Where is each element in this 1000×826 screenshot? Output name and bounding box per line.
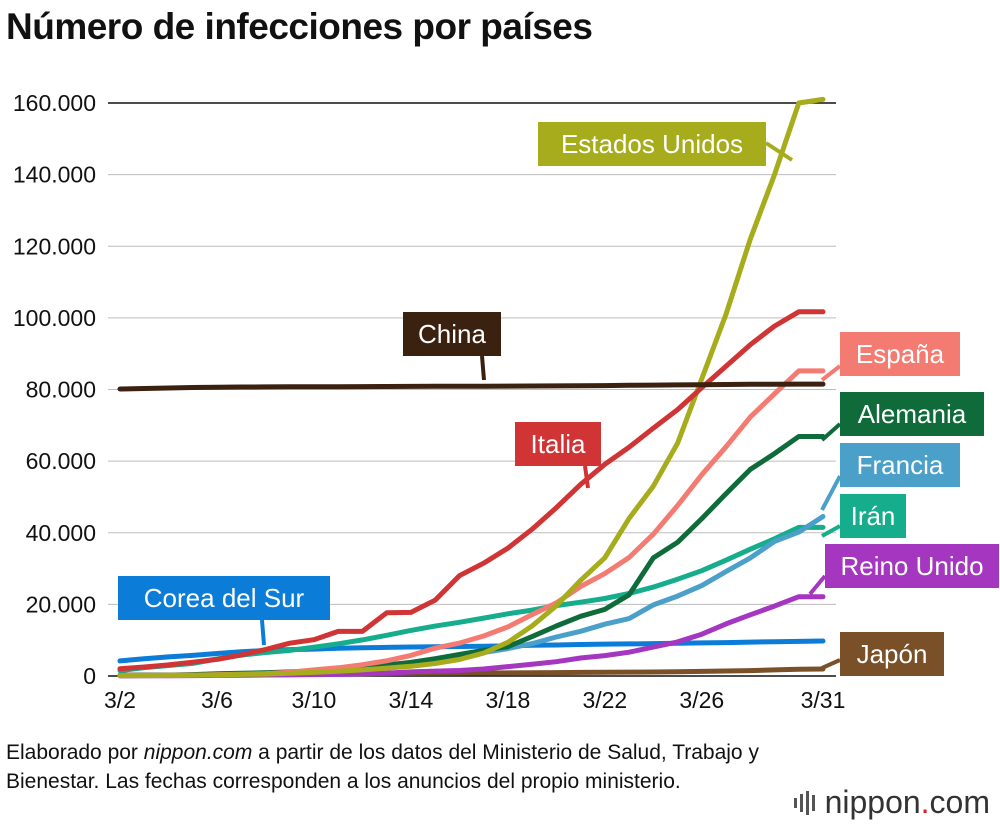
- y-tick-label: 120.000: [13, 233, 96, 259]
- label-box: [825, 544, 999, 588]
- x-tick-label: 3/6: [201, 687, 233, 713]
- label-text: Italia: [531, 429, 586, 459]
- x-tick-label: 3/14: [389, 687, 434, 713]
- label-box: [515, 422, 601, 466]
- nippon-logo[interactable]: nippon.com: [793, 784, 990, 821]
- label-box: [538, 122, 766, 166]
- series-label-italia: Italia: [515, 422, 601, 489]
- footnote-source-link[interactable]: nippon.com: [143, 741, 253, 764]
- x-tick-label: 3/18: [485, 687, 530, 713]
- x-tick-label: 3/22: [582, 687, 627, 713]
- label-box: [840, 443, 960, 487]
- footnote-suffix: a partir de los datos del Ministerio de …: [6, 741, 759, 793]
- series-label-estados-unidos: Estados Unidos: [538, 122, 794, 166]
- label-box: [840, 392, 984, 436]
- x-axis-ticks: 3/2 3/6 3/10 3/14 3/18 3/22 3/26 3/31: [104, 687, 845, 713]
- label-text: Irán: [851, 501, 896, 531]
- y-tick-label: 140.000: [13, 162, 96, 188]
- series-line-china: [117, 381, 826, 392]
- grid-layer: 0 20.000 40.000 60.000 80.000 100.000 120.000 1…: [13, 90, 836, 689]
- y-tick-label: 80.000: [26, 377, 96, 403]
- footnote: Elaborado por nippon.com a partir de los…: [6, 738, 766, 796]
- y-tick-label: 100.000: [13, 305, 96, 331]
- y-tick-label: 60.000: [26, 448, 96, 474]
- label-leader: [583, 465, 590, 489]
- x-tick-label: 3/2: [104, 687, 136, 713]
- label-text: Estados Unidos: [561, 129, 743, 159]
- label-text: Alemania: [858, 399, 967, 429]
- y-tick-label: 20.000: [26, 591, 96, 617]
- y-tick-label: 40.000: [26, 520, 96, 546]
- label-text: Reino Unido: [840, 551, 983, 581]
- label-leader: [480, 355, 486, 381]
- label-leader: [820, 475, 842, 511]
- x-tick-label: 3/10: [292, 687, 337, 713]
- label-box: [840, 632, 944, 676]
- label-leader: [260, 619, 266, 646]
- y-tick-label: 0: [83, 663, 96, 689]
- brand-tld: com: [929, 784, 990, 820]
- y-tick-label: 160.000: [13, 90, 96, 116]
- label-leader: [821, 524, 841, 538]
- series-label-francia: Francia: [820, 443, 960, 511]
- label-text: Corea del Sur: [144, 583, 305, 613]
- series-label-reino-unido: Reino Unido: [808, 544, 999, 596]
- footnote-prefix: Elaborado por: [6, 741, 144, 764]
- label-leader: [820, 364, 842, 382]
- series-line-corea-del-sur: [117, 638, 826, 664]
- brand-name: nippon: [824, 784, 921, 820]
- series-lines: [117, 96, 826, 679]
- series-label-japón: Japón: [821, 632, 944, 676]
- label-text: Japón: [857, 639, 928, 669]
- x-tick-label: 3/26: [679, 687, 724, 713]
- brand-dot: .: [920, 784, 930, 820]
- label-text: España: [856, 339, 945, 369]
- nippon-sound-wave-icon: [793, 791, 815, 815]
- series-label-irán: Irán: [821, 494, 906, 538]
- label-text: Francia: [857, 450, 944, 480]
- label-box: [840, 332, 960, 376]
- label-leader: [808, 574, 827, 596]
- label-text: China: [418, 319, 486, 349]
- x-tick-label: 3/31: [801, 687, 846, 713]
- series-label-china: China: [403, 312, 501, 381]
- series-label-españa: España: [820, 332, 960, 382]
- series-label-alemania: Alemania: [820, 392, 984, 442]
- series-label-corea-del-sur: Corea del Sur: [118, 576, 330, 646]
- page-title: Número de infecciones por países: [6, 6, 593, 47]
- label-leader: [764, 141, 794, 162]
- label-box: [840, 494, 906, 538]
- label-leader: [821, 658, 841, 670]
- series-line-estados-unidos: [117, 96, 826, 679]
- series-labels: China Estados Unidos Italia España Alemania F…: [118, 122, 999, 676]
- label-box: [118, 576, 330, 620]
- label-leader: [820, 422, 842, 442]
- label-box: [403, 312, 501, 356]
